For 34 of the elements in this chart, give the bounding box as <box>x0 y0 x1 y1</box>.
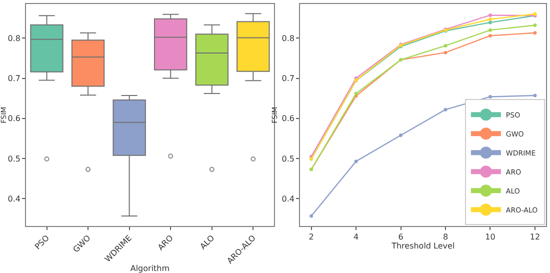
point <box>488 13 492 17</box>
y-tick-label: 0.7 <box>282 74 295 84</box>
x-tick-label: 4 <box>353 232 359 242</box>
y-tick-label: 0.5 <box>282 154 295 164</box>
x-tick-label: 10 <box>485 232 496 242</box>
x-tick-label: 2 <box>308 232 314 242</box>
point <box>354 160 358 164</box>
point <box>399 134 403 138</box>
point <box>488 94 492 98</box>
y-tick-label: 0.4 <box>8 194 21 204</box>
point <box>533 24 537 28</box>
point <box>533 94 537 98</box>
point <box>444 108 448 112</box>
x-tick-label: 6 <box>398 232 404 242</box>
y-tick-label: 0.5 <box>8 154 21 164</box>
point <box>533 31 537 35</box>
y-tick-label: 0.4 <box>282 194 295 204</box>
x-tick-label: 12 <box>530 232 540 242</box>
y-tick-label: 0.8 <box>282 34 295 43</box>
y-tick-label: 0.6 <box>282 114 295 124</box>
y-tick-label: 0.8 <box>8 34 21 43</box>
point <box>488 28 492 32</box>
point <box>444 44 448 48</box>
point <box>488 20 492 24</box>
x-tick-label: 8 <box>442 232 448 242</box>
point <box>444 50 448 54</box>
point <box>310 214 314 218</box>
point <box>354 92 358 96</box>
y-tick-label: 0.7 <box>8 74 21 84</box>
point <box>488 34 492 38</box>
point <box>488 17 492 21</box>
x-axis-title: Threshold Level <box>390 242 455 251</box>
x-axis-title: Algorithm <box>130 264 170 273</box>
y-tick-label: 0.6 <box>8 114 21 124</box>
